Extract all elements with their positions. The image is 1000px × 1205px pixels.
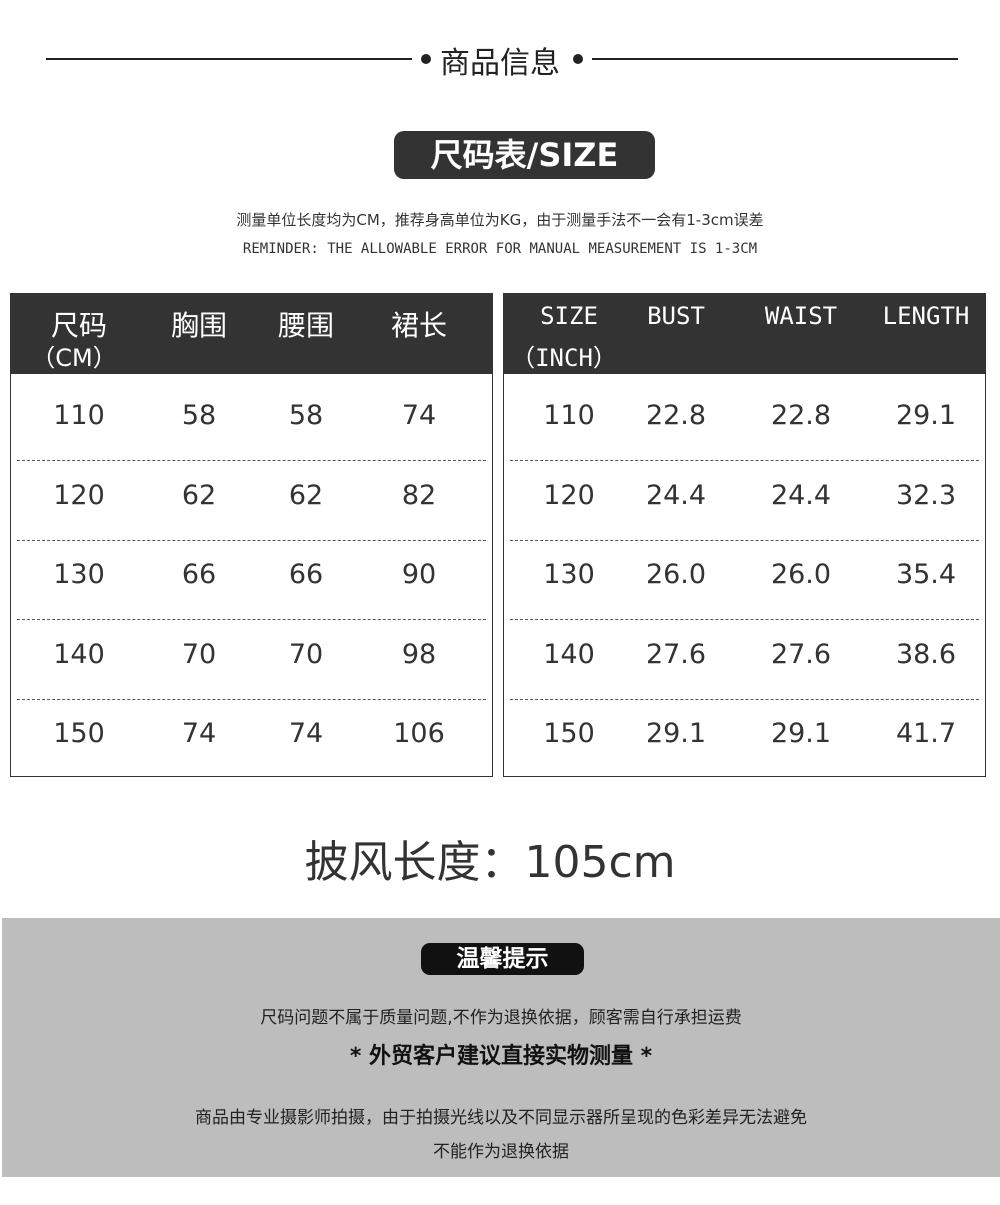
table-cell: 70	[288, 638, 324, 670]
tip-line: 商品由专业摄影师拍摄，由于拍摄光线以及不同显示器所呈现的色彩差异无法避免	[195, 1108, 807, 1128]
dot	[421, 54, 431, 64]
table-cell: 66	[288, 559, 324, 590]
table-header: 尺码 胸围 腰围 裙长 （CM）	[11, 294, 492, 374]
table-cell: 58	[181, 400, 217, 431]
table-cell: 106	[393, 718, 445, 749]
table-cell: 24.4	[770, 479, 832, 511]
table-cell: 32.3	[895, 479, 957, 511]
header-unit: （CM）	[31, 344, 117, 372]
table-cell: 140	[543, 638, 595, 670]
table-cell: 24.4	[645, 479, 707, 511]
row-separator	[17, 619, 486, 620]
table-cell: 27.6	[645, 638, 707, 670]
row-separator	[17, 539, 486, 541]
table-cell: 74	[181, 718, 217, 749]
header-cell: 裙长	[390, 309, 448, 342]
row-separator	[510, 619, 979, 620]
divider	[46, 58, 412, 60]
row-separator	[17, 460, 486, 461]
header-cell: WAIST	[764, 302, 838, 330]
table-cell: 29.1	[895, 400, 957, 431]
table-cell: 98	[401, 638, 437, 670]
tips-badge: 温馨提示	[421, 943, 584, 975]
divider	[592, 58, 958, 60]
table-cell: 70	[181, 638, 217, 670]
table-cell: 58	[288, 400, 324, 431]
table-cell: 120	[53, 479, 105, 511]
row-separator	[510, 698, 979, 700]
note: REMINDER: THE ALLOWABLE ERROR FOR MANUAL…	[242, 241, 758, 257]
table-cell: 38.6	[895, 638, 957, 670]
header-cell: 腰围	[277, 309, 335, 342]
note: 测量单位长度均为CM，推荐身高单位为KG，由于测量手法不一会有1-3cm误差	[236, 211, 764, 229]
table-cell: 130	[543, 559, 595, 590]
tip-line: 尺码问题不属于质量问题,不作为退换依据，顾客需自行承担运费	[260, 1008, 742, 1028]
table-cell: 22.8	[645, 400, 707, 431]
cape-length: 披风长度：105cm	[304, 837, 676, 888]
table-cell: 120	[543, 479, 595, 511]
table-header: SIZE BUST WAIST LENGTH （INCH）	[504, 294, 985, 374]
table-cell: 150	[543, 718, 595, 749]
table-cell: 35.4	[895, 559, 957, 590]
section-title: 商品信息	[440, 46, 560, 81]
table-cell: 150	[53, 718, 105, 749]
dot	[573, 54, 583, 64]
table-cell: 82	[401, 479, 437, 511]
row-separator	[510, 460, 979, 461]
header-cell: 胸围	[170, 309, 228, 342]
table-cell: 62	[288, 479, 324, 511]
size-table-cm: 尺码 胸围 腰围 裙长 （CM） 110 58 58 74 120 62 62 82 130 66 66 90 1…	[10, 293, 493, 777]
table-cell: 110	[543, 400, 595, 431]
table-cell: 66	[181, 559, 217, 590]
table-cell: 41.7	[895, 718, 957, 749]
table-cell: 26.0	[770, 559, 832, 590]
row-separator	[510, 539, 979, 541]
table-cell: 74	[288, 718, 324, 749]
tips-panel: 温馨提示 尺码问题不属于质量问题,不作为退换依据，顾客需自行承担运费 * 外贸客…	[2, 918, 1000, 1177]
table-cell: 27.6	[770, 638, 832, 670]
table-cell: 29.1	[770, 718, 832, 749]
tip-line: 不能作为退换依据	[433, 1142, 569, 1162]
size-badge: 尺码表/SIZE	[394, 131, 655, 179]
row-separator	[17, 698, 486, 700]
header-cell: SIZE	[540, 302, 598, 330]
table-cell: 26.0	[645, 559, 707, 590]
table-cell: 130	[53, 559, 105, 590]
table-cell: 110	[53, 400, 105, 431]
table-cell: 62	[181, 479, 217, 511]
table-cell: 29.1	[645, 718, 707, 749]
table-cell: 74	[401, 400, 437, 431]
size-table-inch: SIZE BUST WAIST LENGTH （INCH） 110 22.8 22.8 29.1…	[503, 293, 986, 777]
table-cell: 140	[53, 638, 105, 670]
header-cell: 尺码	[50, 309, 108, 342]
table-cell: 22.8	[770, 400, 832, 431]
header-cell: BUST	[647, 302, 705, 330]
tip-line: * 外贸客户建议直接实物测量 *	[349, 1044, 653, 1069]
header-cell: LENGTH	[882, 302, 970, 330]
table-cell: 90	[401, 559, 437, 590]
header-unit: （INCH）	[511, 344, 617, 372]
